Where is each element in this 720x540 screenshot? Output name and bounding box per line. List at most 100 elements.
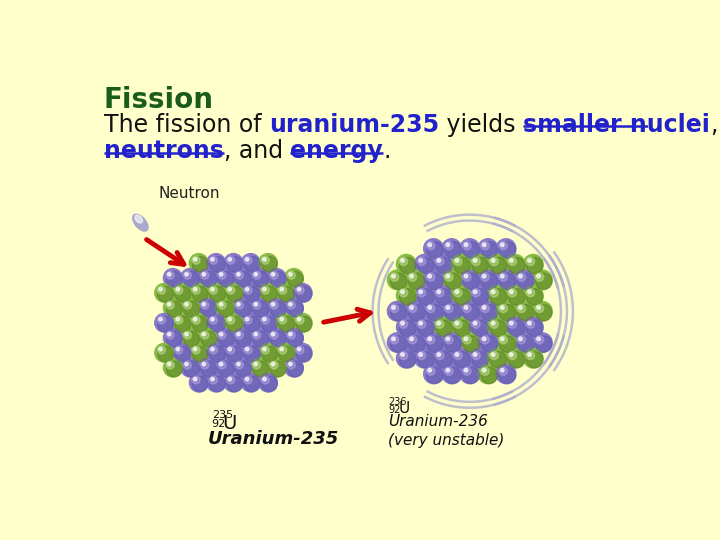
Circle shape [387, 270, 407, 289]
Circle shape [210, 256, 225, 272]
Circle shape [454, 258, 462, 266]
Circle shape [481, 367, 490, 375]
Circle shape [201, 301, 209, 309]
Circle shape [227, 376, 243, 392]
Circle shape [463, 242, 471, 250]
Circle shape [427, 305, 444, 321]
Circle shape [481, 273, 498, 289]
Circle shape [469, 317, 489, 336]
Circle shape [289, 362, 292, 366]
Circle shape [500, 368, 504, 372]
Circle shape [454, 258, 470, 274]
Circle shape [172, 313, 191, 332]
Circle shape [490, 289, 507, 305]
Circle shape [408, 273, 425, 289]
Circle shape [428, 368, 431, 372]
Circle shape [387, 301, 407, 321]
Circle shape [287, 331, 303, 347]
Circle shape [472, 258, 489, 274]
Circle shape [514, 333, 534, 352]
Circle shape [207, 313, 225, 332]
Circle shape [166, 361, 182, 377]
Circle shape [258, 343, 277, 362]
Circle shape [227, 316, 235, 324]
Circle shape [202, 362, 205, 366]
Circle shape [523, 317, 543, 336]
Circle shape [490, 289, 498, 297]
Circle shape [408, 336, 425, 352]
Circle shape [271, 273, 275, 276]
Text: 92: 92 [388, 405, 401, 415]
Circle shape [158, 316, 174, 332]
Circle shape [244, 256, 260, 272]
Circle shape [408, 336, 417, 344]
Circle shape [472, 320, 489, 336]
Circle shape [427, 367, 444, 383]
Circle shape [246, 258, 249, 261]
Circle shape [478, 301, 498, 321]
Circle shape [284, 268, 303, 287]
Circle shape [496, 239, 516, 258]
Circle shape [445, 305, 462, 321]
Circle shape [163, 359, 182, 377]
Circle shape [175, 286, 183, 294]
Circle shape [392, 337, 395, 341]
Circle shape [246, 377, 249, 381]
Circle shape [261, 316, 277, 332]
Circle shape [445, 273, 453, 281]
Circle shape [194, 288, 197, 291]
Circle shape [293, 284, 312, 302]
Circle shape [181, 268, 199, 287]
Circle shape [184, 331, 192, 339]
Text: 236: 236 [388, 397, 407, 408]
Circle shape [215, 268, 234, 287]
Circle shape [215, 299, 234, 317]
Circle shape [254, 333, 258, 336]
Circle shape [253, 361, 261, 369]
Circle shape [528, 321, 531, 325]
Circle shape [472, 258, 480, 266]
Circle shape [460, 333, 480, 352]
Circle shape [202, 273, 205, 276]
Circle shape [492, 353, 495, 356]
Circle shape [463, 336, 471, 344]
Circle shape [514, 270, 534, 289]
Circle shape [210, 316, 217, 324]
Circle shape [227, 286, 235, 294]
Circle shape [267, 299, 286, 317]
Circle shape [418, 258, 426, 266]
Circle shape [401, 321, 405, 325]
Circle shape [473, 259, 477, 262]
Circle shape [176, 347, 179, 351]
Circle shape [192, 286, 208, 302]
Circle shape [499, 305, 508, 313]
Circle shape [464, 306, 468, 309]
Circle shape [267, 359, 286, 377]
Circle shape [284, 299, 303, 317]
Circle shape [158, 346, 174, 362]
Circle shape [490, 352, 498, 360]
Circle shape [235, 271, 243, 279]
Circle shape [528, 353, 531, 356]
Circle shape [481, 273, 490, 281]
Circle shape [478, 239, 498, 258]
Circle shape [518, 337, 522, 341]
Circle shape [227, 316, 243, 332]
Circle shape [442, 301, 462, 321]
Circle shape [492, 259, 495, 262]
Circle shape [482, 274, 486, 278]
Circle shape [478, 333, 498, 352]
Circle shape [517, 305, 534, 321]
Circle shape [397, 317, 416, 336]
Circle shape [198, 359, 217, 377]
Circle shape [400, 352, 416, 368]
Circle shape [189, 254, 208, 272]
Circle shape [460, 301, 480, 321]
Circle shape [258, 373, 277, 392]
Circle shape [482, 243, 486, 247]
Circle shape [201, 331, 217, 347]
Circle shape [176, 318, 179, 321]
Circle shape [505, 254, 525, 274]
Circle shape [192, 286, 200, 294]
Circle shape [490, 258, 507, 274]
